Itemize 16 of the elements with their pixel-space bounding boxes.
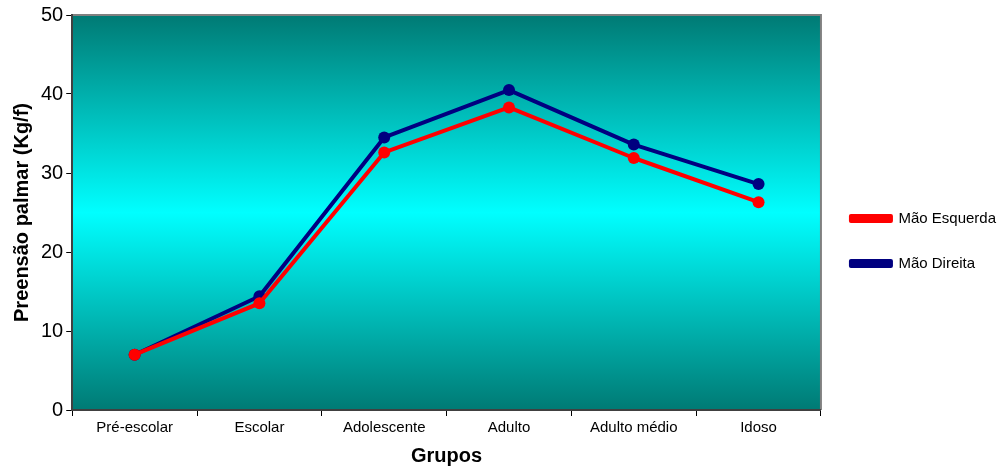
x-tick-label: Pré-escolar — [96, 418, 173, 436]
legend-label: Mão Direita — [898, 253, 976, 271]
legend-label: Mão Esquerda — [898, 208, 997, 226]
x-tick-label: Adolescente — [342, 418, 426, 436]
y-tick-label: 50 — [41, 2, 64, 25]
y-tick-label: 20 — [41, 239, 64, 262]
y-tick-label: 10 — [41, 318, 64, 341]
x-tick-label: Adulto médio — [589, 418, 678, 436]
x-tick-label: Escolar — [234, 418, 285, 436]
y-tick-label: 40 — [41, 81, 64, 104]
x-axis-title: Grupos — [411, 443, 483, 466]
x-tick-label: Adulto — [487, 418, 531, 436]
x-tick-label: Idoso — [740, 418, 777, 436]
y-tick-label: 0 — [52, 397, 64, 420]
y-tick-label: 30 — [41, 160, 64, 183]
y-axis-title: Preensão palmar (Kg/f) — [9, 103, 32, 322]
